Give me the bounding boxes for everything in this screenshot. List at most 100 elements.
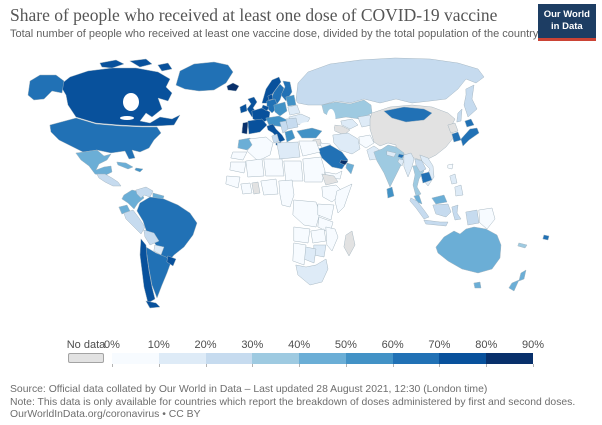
- country-bolivia[interactable]: [143, 229, 160, 246]
- country-spain[interactable]: [247, 118, 268, 135]
- legend-bin[interactable]: [392, 353, 440, 364]
- country-mali[interactable]: [245, 158, 265, 178]
- country-sri-lanka[interactable]: [386, 186, 395, 199]
- country-new-zealand-south[interactable]: [508, 279, 520, 292]
- country-egypt[interactable]: [298, 140, 321, 157]
- country-canada-arctic-1[interactable]: [99, 59, 125, 69]
- country-botswana[interactable]: [303, 246, 317, 264]
- country-canada-arctic-3[interactable]: [157, 62, 173, 72]
- country-canada[interactable]: [59, 67, 181, 127]
- country-new-zealand-north[interactable]: [518, 269, 527, 282]
- country-uzbekistan[interactable]: [340, 118, 359, 130]
- legend-no-data-swatch[interactable]: [68, 353, 104, 363]
- legend-color-bar[interactable]: [112, 353, 534, 364]
- country-chile[interactable]: [139, 238, 156, 304]
- country-somalia[interactable]: [334, 183, 353, 214]
- country-south-africa[interactable]: [295, 258, 329, 286]
- country-niger[interactable]: [263, 158, 285, 177]
- country-south-korea[interactable]: [451, 131, 462, 143]
- country-argentina[interactable]: [145, 246, 172, 299]
- legend-bin[interactable]: [158, 353, 206, 364]
- country-canada-arctic-2[interactable]: [129, 58, 153, 68]
- country-bangladesh[interactable]: [397, 158, 405, 167]
- country-russia-sakhalin[interactable]: [456, 108, 463, 123]
- country-brazil[interactable]: [136, 196, 198, 263]
- country-cambodia[interactable]: [420, 171, 433, 184]
- legend-bin[interactable]: [345, 353, 393, 364]
- country-new-caledonia[interactable]: [517, 242, 528, 249]
- country-ghana[interactable]: [251, 181, 261, 195]
- country-western-sahara[interactable]: [230, 151, 248, 161]
- country-mauritania[interactable]: [229, 161, 247, 174]
- country-indonesia-papua[interactable]: [465, 209, 480, 226]
- country-uruguay[interactable]: [166, 255, 177, 267]
- country-nepal[interactable]: [386, 150, 397, 158]
- country-chile-tierra-del-fuego[interactable]: [145, 300, 161, 309]
- country-papua-new-guinea[interactable]: [478, 207, 496, 230]
- legend-bin[interactable]: [252, 353, 300, 364]
- country-australia-tasmania[interactable]: [473, 281, 482, 289]
- country-philippines-mindanao[interactable]: [454, 184, 464, 197]
- country-afghanistan[interactable]: [358, 134, 375, 149]
- country-poland[interactable]: [273, 101, 288, 117]
- country-madagascar[interactable]: [343, 230, 356, 257]
- country-myanmar[interactable]: [403, 152, 415, 178]
- country-iceland[interactable]: [226, 82, 240, 92]
- country-mongolia[interactable]: [383, 106, 433, 123]
- country-north-korea[interactable]: [447, 122, 459, 134]
- country-usa[interactable]: [49, 117, 162, 160]
- country-usa-alaska[interactable]: [27, 74, 65, 101]
- country-japan-hokkaido[interactable]: [464, 118, 475, 128]
- legend-bin[interactable]: [112, 353, 159, 364]
- region-eritrea-djibouti[interactable]: [321, 173, 339, 186]
- country-ivory-coast[interactable]: [240, 182, 253, 195]
- country-fiji[interactable]: [542, 234, 550, 241]
- country-namibia[interactable]: [292, 242, 307, 266]
- region-cameroon-gabon[interactable]: [278, 179, 295, 208]
- legend-bin[interactable]: [439, 353, 487, 364]
- country-algeria[interactable]: [246, 136, 274, 162]
- country-angola[interactable]: [293, 226, 311, 244]
- country-russia[interactable]: [295, 57, 485, 106]
- country-peru[interactable]: [123, 209, 146, 235]
- legend-bin[interactable]: [205, 353, 253, 364]
- country-oman[interactable]: [345, 162, 355, 175]
- country-libya[interactable]: [276, 141, 301, 160]
- region-balkans[interactable]: [279, 120, 289, 134]
- country-laos[interactable]: [414, 158, 427, 173]
- country-italy[interactable]: [266, 123, 286, 143]
- country-turkey[interactable]: [296, 127, 323, 139]
- country-cuba[interactable]: [116, 161, 134, 170]
- country-malaysia-borneo[interactable]: [431, 194, 448, 205]
- region-baltic-states[interactable]: [285, 94, 297, 107]
- country-indonesia-sulawesi[interactable]: [451, 204, 462, 221]
- country-mexico[interactable]: [75, 149, 113, 177]
- country-zambia[interactable]: [310, 228, 327, 244]
- country-dominican-republic[interactable]: [134, 167, 144, 173]
- legend-no-data[interactable]: No data: [66, 339, 106, 363]
- country-portugal[interactable]: [241, 121, 249, 135]
- region-central-america[interactable]: [96, 173, 122, 187]
- country-ireland[interactable]: [239, 103, 248, 114]
- country-chad[interactable]: [283, 160, 304, 182]
- country-russia-kamchatka[interactable]: [463, 84, 478, 118]
- country-taiwan[interactable]: [447, 163, 454, 170]
- country-indonesia-sumatra[interactable]: [409, 197, 430, 220]
- country-nigeria[interactable]: [260, 178, 279, 196]
- country-turkmenistan[interactable]: [333, 124, 351, 136]
- country-bhutan[interactable]: [397, 153, 405, 159]
- legend-bin[interactable]: [486, 353, 534, 364]
- country-dr-congo[interactable]: [292, 199, 321, 228]
- region-benelux[interactable]: [261, 104, 270, 112]
- country-united-arab-emirates[interactable]: [339, 159, 349, 166]
- country-tunisia[interactable]: [271, 133, 280, 144]
- credit-line[interactable]: OurWorldInData.org/coronavirus • CC BY: [10, 409, 201, 421]
- region-kenya-uganda[interactable]: [317, 203, 335, 221]
- country-denmark[interactable]: [267, 93, 274, 101]
- country-japan-honshu[interactable]: [460, 127, 480, 147]
- country-philippines-luzon[interactable]: [449, 173, 458, 185]
- legend-bin[interactable]: [299, 353, 346, 364]
- region-senegal-guinea[interactable]: [225, 175, 241, 189]
- country-greece[interactable]: [284, 129, 296, 143]
- country-greenland[interactable]: [175, 61, 234, 92]
